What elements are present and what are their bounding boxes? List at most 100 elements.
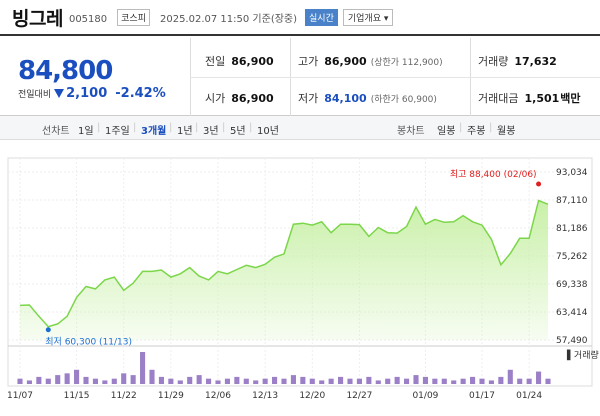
price-change: 전일대비 2,100 -2.42% xyxy=(18,86,166,101)
high-marker xyxy=(536,181,542,187)
volume-bar xyxy=(451,380,457,384)
price-chart[interactable]: 93,034 87,110 81,186 75,262 69,338 63,414 57,4… xyxy=(0,140,600,416)
line-chart-label[interactable]: 선차트 xyxy=(42,126,70,137)
trade-value: 거래대금 1,501 백만 xyxy=(478,90,581,106)
volume-bar xyxy=(536,371,542,384)
prev-close-value: 86,900 xyxy=(231,55,274,68)
volume-bar xyxy=(149,369,155,384)
price-area-fill xyxy=(20,200,548,340)
realtime-button[interactable]: 실시간 xyxy=(305,8,338,26)
volume-bar xyxy=(422,376,428,384)
volume-bar xyxy=(394,376,400,384)
volume-bar xyxy=(196,375,202,384)
chart-toolbar: 선차트 1일 | 1주일 | 3개월 | 1년 | 3년 | 5년 | 10년 … xyxy=(0,116,600,140)
y-tick-label: 69,338 xyxy=(556,280,588,290)
low-value: 84,100 xyxy=(324,92,367,105)
change-label: 전일대비 xyxy=(18,90,52,100)
open-price: 시가 86,900 xyxy=(205,90,274,106)
volume-bar xyxy=(187,376,193,384)
volume-bar xyxy=(385,378,391,384)
open-label: 시가 xyxy=(205,92,226,105)
volume-bar xyxy=(177,380,183,384)
volume-bar xyxy=(224,378,230,384)
volume-bar xyxy=(404,378,410,384)
period-3m[interactable]: 3개월 xyxy=(141,126,167,137)
volume-bar xyxy=(17,378,23,384)
low-price: 저가 84,100 (하한가 60,900) xyxy=(298,90,437,106)
change-percent: -2.42% xyxy=(115,86,166,101)
x-tick-label: 12/20 xyxy=(299,391,325,401)
volume-bar xyxy=(111,378,117,384)
separator: | xyxy=(459,122,463,133)
volume-bar xyxy=(158,376,164,384)
quote-datetime: 2025.02.07 11:50 기준(장중) xyxy=(159,13,298,25)
lower-limit: (하한가 60,900) xyxy=(370,95,437,105)
chart-frame xyxy=(7,157,593,387)
volume-bar xyxy=(64,373,70,384)
volume-bar xyxy=(441,378,447,384)
high-price: 고가 86,900 (상한가 112,900) xyxy=(298,53,443,69)
prev-close-label: 전일 xyxy=(205,55,226,68)
volume-bar xyxy=(375,380,381,384)
volume-bar xyxy=(281,378,287,384)
period-10y[interactable]: 10년 xyxy=(257,126,279,137)
separator: | xyxy=(249,122,253,133)
volume-bar xyxy=(356,378,362,384)
volume-bar xyxy=(262,378,268,384)
volume-bar xyxy=(102,380,108,384)
volume-bar xyxy=(488,380,494,384)
candle-weekly[interactable]: 주봉 xyxy=(467,126,486,137)
stock-name[interactable]: 빙그레 xyxy=(12,7,63,30)
y-tick-label: 57,490 xyxy=(556,336,588,346)
volume-bar xyxy=(234,376,240,384)
x-tick-label: 11/29 xyxy=(158,391,184,401)
x-tick-label: 12/13 xyxy=(252,391,278,401)
separator: | xyxy=(489,122,493,133)
y-tick-label: 63,414 xyxy=(556,308,588,318)
volume-bar xyxy=(243,378,249,384)
x-tick-label: 01/17 xyxy=(469,391,495,401)
volume-bar xyxy=(309,378,315,384)
volume-bar xyxy=(545,378,551,384)
volume-bar xyxy=(26,380,32,384)
volume-bar xyxy=(413,375,419,384)
candle-chart-label[interactable]: 봉차트 xyxy=(397,126,425,137)
separator: | xyxy=(195,122,199,133)
low-annotation: 최저 60,300 (11/13) xyxy=(45,337,132,348)
period-1y[interactable]: 1년 xyxy=(177,126,193,137)
upper-limit: (상한가 112,900) xyxy=(370,58,443,68)
price-line xyxy=(19,199,549,328)
volume-bar xyxy=(507,369,513,384)
volume-bar xyxy=(338,376,344,384)
market-badge: 코스피 xyxy=(117,8,150,26)
high-annotation: 최고 88,400 (02/06) xyxy=(450,169,537,180)
x-tick-label: 12/27 xyxy=(346,391,372,401)
volume-bar xyxy=(319,380,325,384)
volume-bar xyxy=(130,375,136,384)
volume-bar xyxy=(347,378,353,384)
stock-header: 빙그레 005180 코스피 2025.02.07 11:50 기준(장중) 실… xyxy=(0,0,600,36)
stock-code: 005180 xyxy=(68,13,108,25)
volume-bar xyxy=(526,378,532,384)
volume-bar xyxy=(470,376,476,384)
x-tick-label: 01/09 xyxy=(412,391,438,401)
low-marker xyxy=(45,327,51,333)
candle-daily[interactable]: 일봉 xyxy=(437,126,456,137)
company-info-dropdown[interactable]: 기업개요 ▾ xyxy=(342,8,394,26)
candle-monthly[interactable]: 월봉 xyxy=(497,126,516,137)
period-3y[interactable]: 3년 xyxy=(203,126,219,137)
volume-bar xyxy=(328,378,334,384)
volume-bar xyxy=(366,376,372,384)
volume-bar xyxy=(92,378,98,384)
volume-bar xyxy=(36,376,42,384)
volume-bar xyxy=(479,378,485,384)
period-1d[interactable]: 1일 xyxy=(78,126,94,137)
x-tick-label: 11/07 xyxy=(7,391,33,401)
separator: | xyxy=(133,122,137,133)
volume-bar xyxy=(83,376,89,384)
period-5y[interactable]: 5년 xyxy=(230,126,246,137)
period-1w[interactable]: 1주일 xyxy=(105,126,130,137)
volume-bar xyxy=(140,352,146,384)
volume-bar xyxy=(498,376,504,384)
